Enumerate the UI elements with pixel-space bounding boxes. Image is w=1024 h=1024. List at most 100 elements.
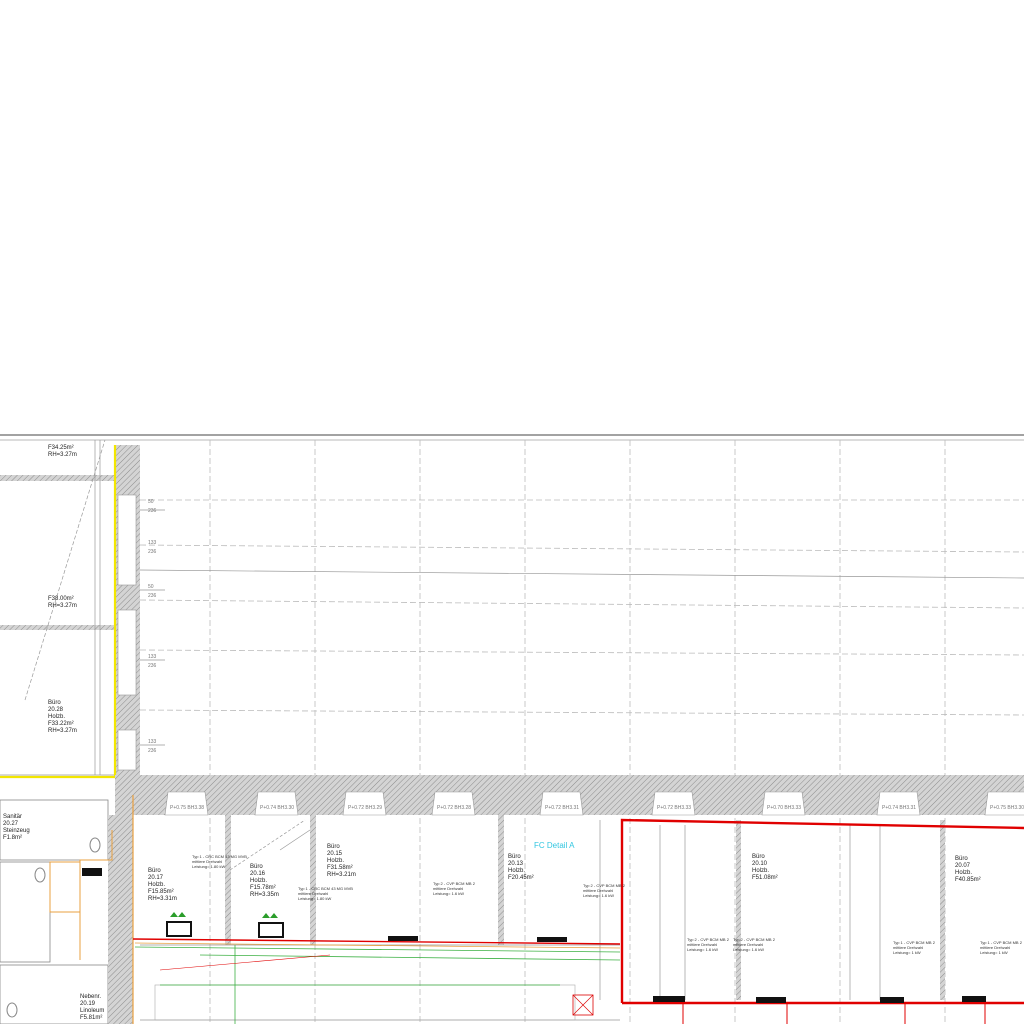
detail-frame-riser-lines [682,1003,986,1024]
room-label-number: 20.19 [80,1001,96,1007]
room-label-area: F15.78m² [250,885,276,891]
dimension-value: 133 [148,540,157,546]
room-label-floor: Holzb. [148,882,165,888]
dimension-value: 50 [148,584,154,590]
room-label-floor: Holzb. [250,878,267,884]
room-label-floor: Holzb. [327,858,344,864]
unit-info-label: mittlere Drehzahl [733,942,763,947]
unit-info-label: mittlere Drehzahl [433,886,463,891]
unit-power-label: Leistung= 1 kW [980,950,1008,955]
room-label-name: Büro [752,854,765,860]
window-niche [539,791,584,816]
room-label-number: 20.13 [508,861,524,867]
window-niche [651,791,696,816]
room-label-floor: Holzb. [752,868,769,874]
window-niche [876,791,921,816]
unit-type-label: Typ 2 - CVP BCM MB 2 [687,937,730,942]
room-label-floor: Steinzeug [3,828,30,834]
unit-type-label: Typ 1 - CVP BCM MB 2 [893,940,936,945]
dimension-value: 236 [148,549,157,555]
room-label-floor: Holzb. [48,714,65,720]
unit-info-label: mittlere Drehzahl [687,942,717,947]
height-label: RH=3.27m [48,452,77,458]
height-label: RH=3.27m [48,603,77,609]
area-label: F38.00m² [48,596,74,602]
room-label-name: Büro [48,700,61,706]
unit-type-label: Typ 1 - CRC BCM 43 MG MVB [192,854,247,859]
dimension-value: 236 [148,593,157,599]
unit-power-label: Leistung= 1.6 kW [687,947,718,952]
room-label-name: Büro [955,856,968,862]
room-label-area: F33.22m² [48,721,74,727]
detail-label: FC Detail A [534,841,575,850]
room-label-floor: Linoleum [80,1008,104,1014]
window-label: P+0.72 BH3.29 [348,805,382,811]
unit-power-label: Leistung= 1 kW [893,950,921,955]
window-label: P+0.72 BH3.31 [545,805,579,811]
dimension-value: 236 [148,508,157,514]
room-label-number: 20.10 [752,861,768,867]
room-label-height: RH=3.31m [148,896,177,902]
window-label: P+0.72 BH3.28 [437,805,471,811]
room-label-name: Nebenr. [80,994,101,1000]
dimension-value: 50 [148,499,154,505]
unit-type-label: Typ 1 - CRC BCM 43 MG MVB [298,886,353,891]
unit-power-label: Leistung= 1.80 kW [298,896,331,901]
window-niche [431,791,476,816]
room-label-number: 20.07 [955,863,971,869]
dimension-value: 133 [148,654,157,660]
unit-info-label: mittlere Drehzahl [298,891,328,896]
unit-type-label: Typ 2 - CVP BCM MB 2 [583,883,626,888]
room-label-height: RH=3.21m [327,872,356,878]
unit-power-label: Leistung= 1.6 kW [583,893,614,898]
room-label-floor: Holzb. [955,870,972,876]
room-label-number: 20.16 [250,871,266,877]
room-label-area: F51.08m² [752,875,778,881]
room-label-number: 20.27 [3,821,19,827]
window-label: P+0.70 BH3.33 [767,805,801,811]
dimension-value: 133 [148,739,157,745]
room-label-name: Büro [148,868,161,874]
room-label-area: F1.8m² [3,835,22,841]
room-label-name: Büro [250,864,263,870]
window-niche [254,791,299,816]
room-label-height: RH=3.35m [250,892,279,898]
window-niche [984,791,1024,816]
room-label-name: Büro [508,854,521,860]
room-label-area: F20.45m² [508,875,534,881]
window-label: P+0.75 BH3.30 [990,805,1024,811]
dimension-value: 236 [148,663,157,669]
window-niche [761,791,806,816]
drawing-labels: Büro20.17Holzb.F15.85m²RH=3.31mBüro20.16… [3,445,1024,1021]
room-label-floor: Holzb. [508,868,525,874]
facade-wall-band [115,775,1024,816]
unit-power-label: Leistung= 1.6 kW [433,891,464,896]
unit-info-label: mittlere Drehzahl [893,945,923,950]
window-label: P+0.72 BH3.33 [657,805,691,811]
room-label-number: 20.28 [48,707,64,713]
left-lower-rooms [0,799,133,1024]
dimension-value: 236 [148,748,157,754]
window-label: P+0.74 BH3.30 [260,805,294,811]
room-label-height: RH=3.27m [48,728,77,734]
room-label-number: 20.15 [327,851,343,857]
room-label-area: F31.58m² [327,865,353,871]
fan-coil-units [166,912,986,1003]
room-label-area: F5.81m² [80,1015,102,1021]
unit-info-label: mittlere Drehzahl [583,888,613,893]
room-label-number: 20.17 [148,875,164,881]
window-niche [342,791,387,816]
window-niche [164,791,209,816]
unit-info-label: mittlere Drehzahl [192,859,222,864]
left-facade-wall [0,439,165,776]
window-label: P+0.75 BH3.38 [170,805,204,811]
unit-type-label: Typ 1 - CVP BCM MB 2 [980,940,1023,945]
unit-type-label: Typ 2 - CVP BCM MB 2 [433,881,476,886]
detail-frame-red [620,818,1024,1003]
area-label: F34.25m² [48,445,74,451]
duct-lines [132,938,621,1024]
window-label: P+0.74 BH3.31 [882,805,916,811]
room-label-name: Sanitär [3,814,22,820]
unit-info-label: mittlere Drehzahl [980,945,1010,950]
